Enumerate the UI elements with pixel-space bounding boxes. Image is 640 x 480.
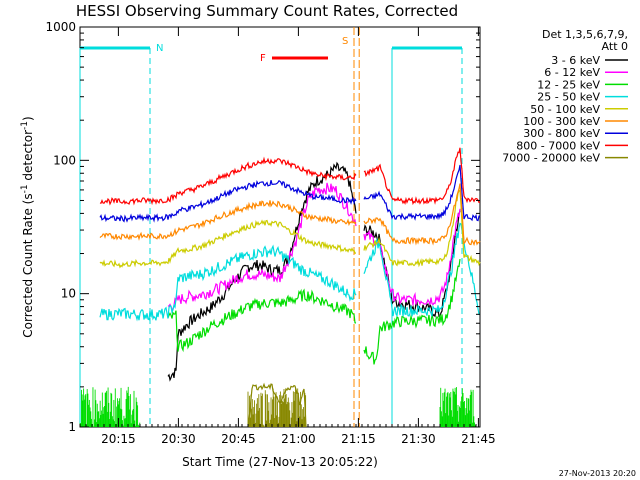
x-tick-label: 21:45 <box>461 432 496 446</box>
legend-entry-label: 100 - 300 keV <box>523 115 600 128</box>
legend-header-2: Att 0 <box>602 40 628 53</box>
series-line <box>99 147 481 206</box>
series-line <box>99 222 481 322</box>
chart-title: HESSI Observing Summary Count Rates, Cor… <box>76 2 458 20</box>
legend-entry-label: 7000 - 20000 keV <box>502 152 600 165</box>
x-tick-label: 20:30 <box>161 432 196 446</box>
x-axis-label: Start Time (27-Nov-13 20:05:22) <box>182 455 378 469</box>
legend-entry-label: 6 - 12 keV <box>544 66 600 79</box>
y-axis: 1 10 100 1000 <box>45 20 480 434</box>
x-tick-label: 20:45 <box>221 432 256 446</box>
x-tick-label: 20:15 <box>101 432 136 446</box>
series-line <box>99 164 481 223</box>
legend-entry-label: 300 - 800 keV <box>523 127 600 140</box>
series-line <box>99 183 481 247</box>
series-layer <box>79 147 481 428</box>
y-tick-label: 1000 <box>45 20 76 34</box>
legend-header-1: Det 1,3,5,6,7,9, <box>542 28 628 41</box>
series-line <box>247 382 307 428</box>
legend-entry-label: 50 - 100 keV <box>530 103 600 116</box>
footer-timestamp: 27-Nov-2013 20:20 <box>559 469 636 478</box>
x-tick-label: 21:15 <box>341 432 376 446</box>
y-axis-label: Corrected Count Rate (s-1 detector-1) <box>20 116 35 337</box>
legend-entry-label: 12 - 25 keV <box>537 78 600 91</box>
y-tick-label: 100 <box>53 153 76 167</box>
legend-entry-label: 800 - 7000 keV <box>516 139 600 152</box>
legend-entry-label: 3 - 6 keV <box>551 54 600 67</box>
x-axis: 20:15 20:30 20:45 21:00 21:15 21:30 21:45 <box>79 27 496 446</box>
annotations: N S F <box>79 27 463 427</box>
y-tick-label: 10 <box>61 287 76 301</box>
series-line <box>167 259 461 365</box>
y-tick-label: 1 <box>68 420 76 434</box>
saa-label: S <box>342 36 348 47</box>
flare-label: F <box>260 53 266 64</box>
night-label: N <box>156 43 163 54</box>
legend-entry-label: 25 - 50 keV <box>537 91 600 104</box>
x-tick-label: 21:00 <box>281 432 316 446</box>
x-tick-label: 21:30 <box>401 432 436 446</box>
plot-area <box>79 26 481 428</box>
